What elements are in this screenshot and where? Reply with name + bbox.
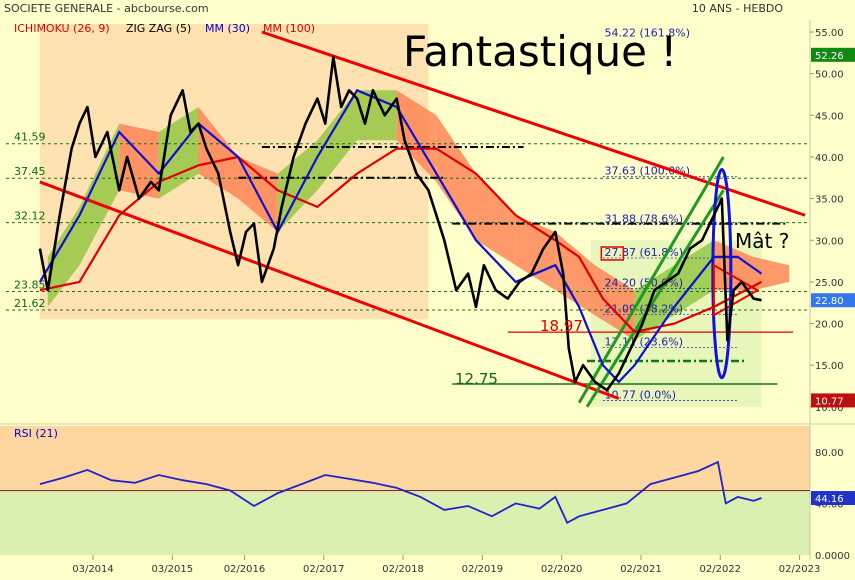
rsi-line	[39, 460, 762, 525]
price-low-badge-bg	[811, 393, 855, 408]
resistance-1897-label: 18.97	[540, 317, 583, 335]
uptrend-lower-line	[585, 189, 725, 408]
x-tick-label: 03/2014	[72, 564, 114, 575]
x-tick-label: 02/2021	[620, 564, 662, 575]
legend-ichimoku: ICHIMOKU (26, 9)	[14, 22, 110, 35]
rsi-last-badge: 44.16	[815, 494, 844, 505]
y-tick-label: 30.00	[815, 236, 844, 247]
rsi-overbought-zone	[0, 426, 810, 493]
fib-label: 31.88 (78.6%)	[604, 213, 683, 226]
legend-zigzag: ZIG ZAG (5)	[126, 22, 191, 35]
fib-label: 21.09 (38.2%)	[604, 302, 683, 315]
x-tick-label: 02/2020	[541, 564, 583, 575]
x-tick-label: 02/2022	[699, 564, 741, 575]
fib-label: 27.87 (61.8%)	[604, 246, 683, 259]
legend-ma100: MM (100)	[263, 22, 315, 35]
price-high-badge: 52.26	[815, 51, 844, 62]
ichimoku-cloud-segment	[476, 173, 516, 266]
rsi-tick-label: 0.0000	[815, 551, 850, 562]
ma30-line	[38, 88, 763, 384]
uptrend-upper-line	[577, 156, 725, 404]
ma100-line	[39, 147, 763, 334]
support-1275-label: 12.75	[455, 370, 498, 388]
price-low-badge: 10.77	[815, 396, 844, 407]
channel-lower-line	[39, 180, 620, 400]
support-level-label: 41.59	[14, 131, 46, 144]
ichimoku-cloud-segment	[47, 206, 80, 307]
last-price-badge-bg	[811, 293, 855, 308]
fib-highlight-box	[600, 246, 625, 261]
channel-upper-line	[261, 30, 806, 217]
question-annotation: Mât ?	[735, 229, 789, 253]
y-tick-label: 55.00	[815, 28, 844, 39]
pennant-triangle	[712, 263, 760, 317]
chart-title: SOCIETE GENERALE - abcbourse.com	[4, 2, 209, 15]
ichimoku-cloud-segment	[753, 256, 790, 291]
x-tick-label: 02/2019	[462, 564, 504, 575]
y-tick-label: 25.00	[815, 278, 844, 289]
support-level-label: 37.45	[14, 165, 46, 178]
x-tick-label: 02/2016	[224, 564, 266, 575]
ichimoku-cloud-segment	[198, 106, 239, 199]
last-price-badge: 22.80	[815, 296, 844, 307]
mast-ellipse	[711, 167, 733, 380]
y-tick-label: 15.00	[815, 361, 844, 372]
y-tick-label: 50.00	[815, 70, 844, 81]
y-tick-label: 20.00	[815, 320, 844, 331]
chart-period: 10 ANS - HEBDO	[692, 2, 783, 15]
rsi-last-badge-bg	[811, 491, 855, 506]
y-tick-label: 35.00	[815, 195, 844, 206]
x-tick-label: 02/2017	[303, 564, 345, 575]
y-tick-label: 40.00	[815, 153, 844, 164]
rsi-tick-label: 80.00	[815, 448, 844, 459]
x-tick-label: 03/2015	[152, 564, 194, 575]
y-tick-label: 45.00	[815, 111, 844, 122]
x-tick-label: 02/2018	[382, 564, 424, 575]
price-line	[38, 55, 762, 392]
rsi-title: RSI (21)	[14, 427, 58, 440]
x-tick-label: 02/2023	[779, 564, 821, 575]
headline-annotation: Fantastique !	[403, 27, 677, 76]
support-level-label: 21.62	[14, 297, 46, 310]
support-level-label: 32.12	[14, 210, 46, 223]
ichimoku-cloud-segment	[317, 90, 358, 191]
price-high-badge-bg	[811, 47, 855, 62]
ichimoku-cloud-segment	[79, 123, 120, 266]
y-tick-label: 10.00	[815, 403, 844, 414]
fib-label: 10.77 (0.0%)	[604, 388, 676, 401]
support-level-label: 23.85	[14, 278, 46, 291]
rsi-oversold-zone	[0, 493, 810, 555]
legend-ma30: MM (30)	[205, 22, 250, 35]
ichimoku-cloud-segment	[277, 140, 318, 232]
fib-label: 54.22 (161.8%)	[604, 26, 690, 39]
